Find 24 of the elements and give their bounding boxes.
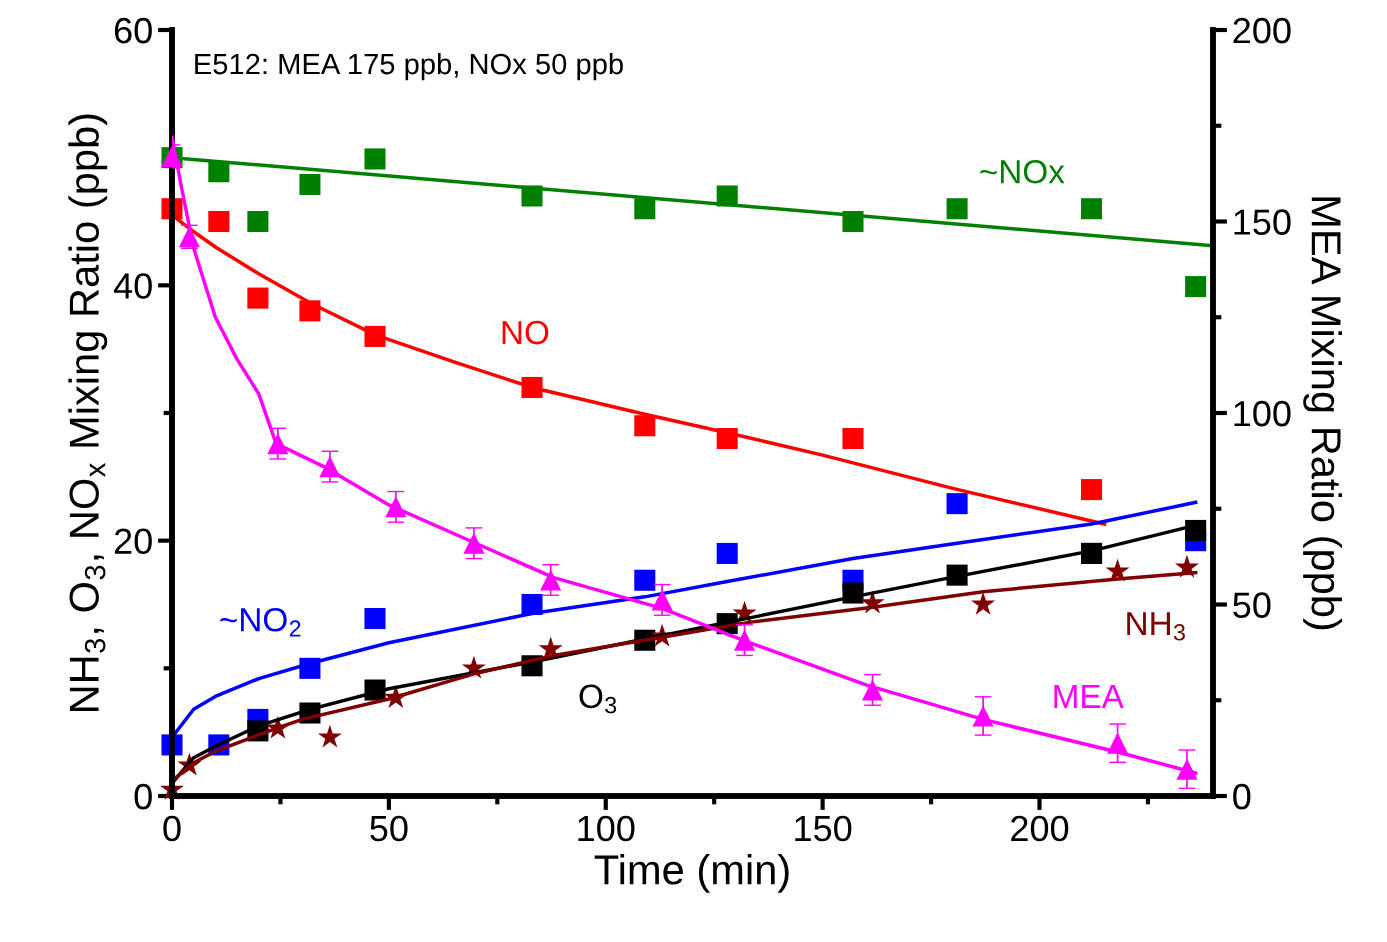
- y2-tick-label: 100: [1234, 400, 1291, 427]
- x-tick-label: 100: [578, 815, 635, 842]
- y2-axis-title: MEA Mixing Ratio (ppb): [1303, 197, 1342, 630]
- y-tick-label: 40: [113, 273, 152, 299]
- y-axis-title: NH$_{3}$, O$_{3}$, NO$_{x}$ Mixing Ratio (ppb): [68, 114, 108, 712]
- y2-tick-label: 150: [1234, 209, 1291, 235]
- y-tick-label: 60: [114, 17, 152, 44]
- annotation: E512: MEA 175 ppb, NOx 50 ppb: [195, 52, 623, 81]
- y-tick-label: 0: [134, 783, 152, 810]
- y-tick-label: 20: [114, 528, 152, 555]
- y2-tick-label: 50: [1233, 592, 1271, 618]
- series-label: ~NOx: [980, 159, 1065, 184]
- series-label: NH$_{3}$: [1127, 612, 1185, 641]
- y2-tick-label: 200: [1233, 17, 1291, 44]
- x-axis-title: Time (min): [594, 853, 789, 893]
- x-tick-label: 200: [1011, 815, 1069, 842]
- series-label: O$_{3}$: [579, 684, 617, 714]
- x-tick-label: 150: [795, 815, 852, 842]
- series-label: ~NO$_{2}$: [220, 607, 301, 637]
- x-tick-label: 0: [163, 815, 181, 842]
- y2-tick-label: 0: [1233, 783, 1251, 810]
- x-tick-label: 50: [370, 815, 408, 842]
- series-label: NO: [502, 320, 549, 345]
- series-label: MEA: [1054, 684, 1124, 708]
